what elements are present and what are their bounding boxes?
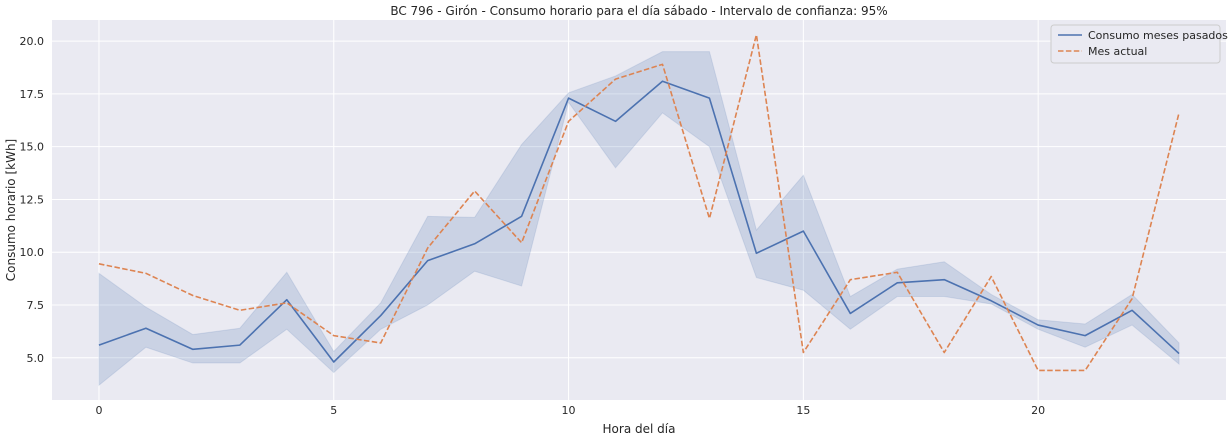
series-line-consumo-meses-pasados — [98, 80, 1180, 363]
chart-title: BC 796 - Girón - Consumo horario para el… — [390, 4, 887, 18]
confidence-band — [98, 51, 1180, 387]
y-tick-label: 5.0 — [27, 352, 45, 365]
legend: Consumo meses pasados Mes actual — [1050, 24, 1228, 64]
y-tick-label: 10.0 — [20, 246, 45, 259]
gridlines — [52, 20, 1226, 400]
confidence-band-layer — [98, 51, 1180, 387]
x-tick-label: 15 — [796, 404, 810, 417]
x-tick-label: 20 — [1031, 404, 1045, 417]
tick-labels-layer: 0 5 10 15 20 5.0 7.5 10.0 12.5 15.0 17.5 20.0 — [20, 35, 1046, 417]
legend-box — [1050, 24, 1221, 64]
y-axis-label: Consumo horario [kWh] — [4, 139, 18, 281]
series-lines-layer — [98, 33, 1180, 372]
y-tick-label: 17.5 — [20, 88, 45, 101]
y-tick-label: 12.5 — [20, 193, 45, 206]
x-tick-label: 5 — [330, 404, 337, 417]
x-tick-label: 0 — [95, 404, 102, 417]
legend-label-mes-actual: Mes actual — [1088, 45, 1147, 58]
y-tick-label: 15.0 — [20, 141, 45, 154]
y-tick-label: 20.0 — [20, 35, 45, 48]
series-line-mes-actual — [98, 33, 1180, 372]
legend-label-consumo: Consumo meses pasados — [1088, 29, 1228, 42]
x-tick-label: 10 — [562, 404, 576, 417]
x-axis-label: Hora del día — [603, 422, 676, 436]
y-tick-label: 7.5 — [27, 299, 45, 312]
